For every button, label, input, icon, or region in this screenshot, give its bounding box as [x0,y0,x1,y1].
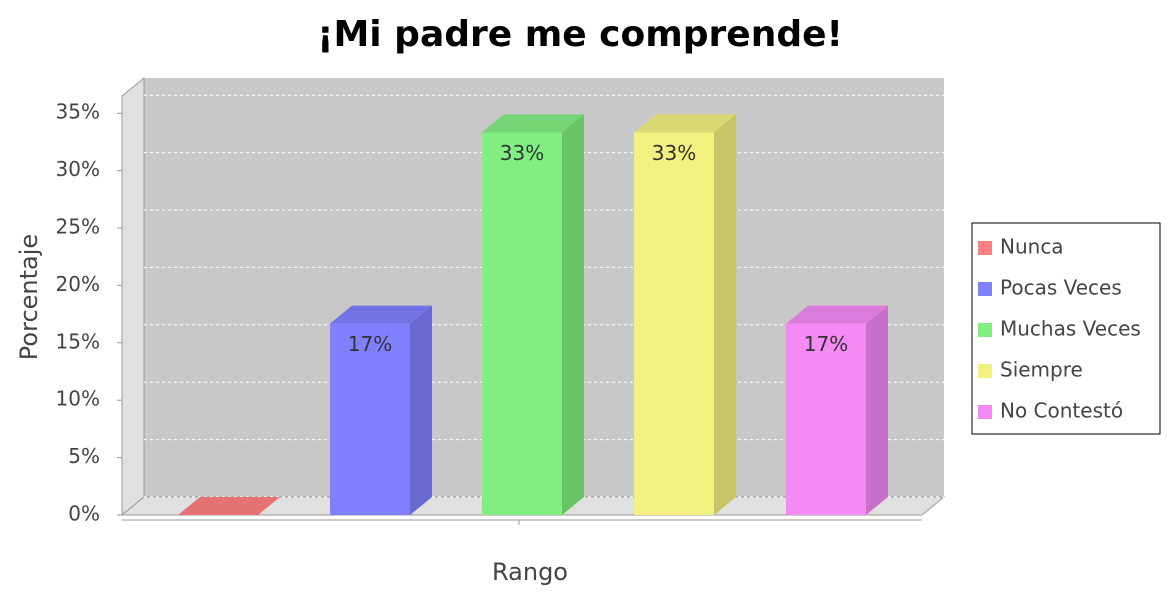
legend-swatch [978,282,992,296]
bar [786,323,866,515]
legend-swatch [978,323,992,337]
legend-label: Muchas Veces [1000,317,1141,341]
y-tick-label: 15% [56,329,100,353]
bar [330,323,410,515]
bar-side [866,305,888,515]
legend-swatch [978,241,992,255]
bar-top [634,114,736,133]
y-axis-label: Porcentaje [15,234,43,360]
bar-side-shade [410,305,432,515]
y-tick-label: 35% [56,100,100,124]
bar-top [786,305,888,324]
value-label: 33% [652,141,696,165]
value-label: 33% [500,141,544,165]
legend-label: Siempre [1000,358,1083,382]
legend-label: Nunca [1000,235,1064,259]
y-tick-label: 25% [56,215,100,239]
bar-top [330,305,432,324]
bar-side [714,114,736,515]
value-label: 17% [348,332,392,356]
side-wall [121,76,145,517]
bar-top-shade [786,305,888,324]
legend-label: Pocas Veces [1000,276,1122,300]
bar-top-shade [178,497,280,515]
bar-top-shade [634,114,736,133]
y-tick-label: 10% [56,387,100,411]
chart-title: ¡Mi padre me comprende! [317,14,843,55]
legend [971,222,1161,435]
bar-top-shade [330,305,432,324]
bar-side [410,305,432,515]
value-label: 17% [804,332,848,356]
y-tick-label: 5% [68,444,100,468]
bar [634,132,714,515]
legend-swatch [978,364,992,378]
x-axis-label: Rango [492,558,568,586]
y-tick-label: 0% [68,502,100,526]
bar [482,132,562,515]
bar-side-shade [714,114,736,515]
bar-top [482,114,584,133]
bar-side [562,114,584,515]
legend-label: No Contestó [1000,399,1123,423]
bar-top-shade [482,114,584,133]
bar-side-shade [562,114,584,515]
y-tick-label: 20% [56,272,100,296]
bar-side-shade [866,305,888,515]
y-tick-label: 30% [56,157,100,181]
bar-top [178,497,280,515]
legend-swatch [978,405,992,419]
